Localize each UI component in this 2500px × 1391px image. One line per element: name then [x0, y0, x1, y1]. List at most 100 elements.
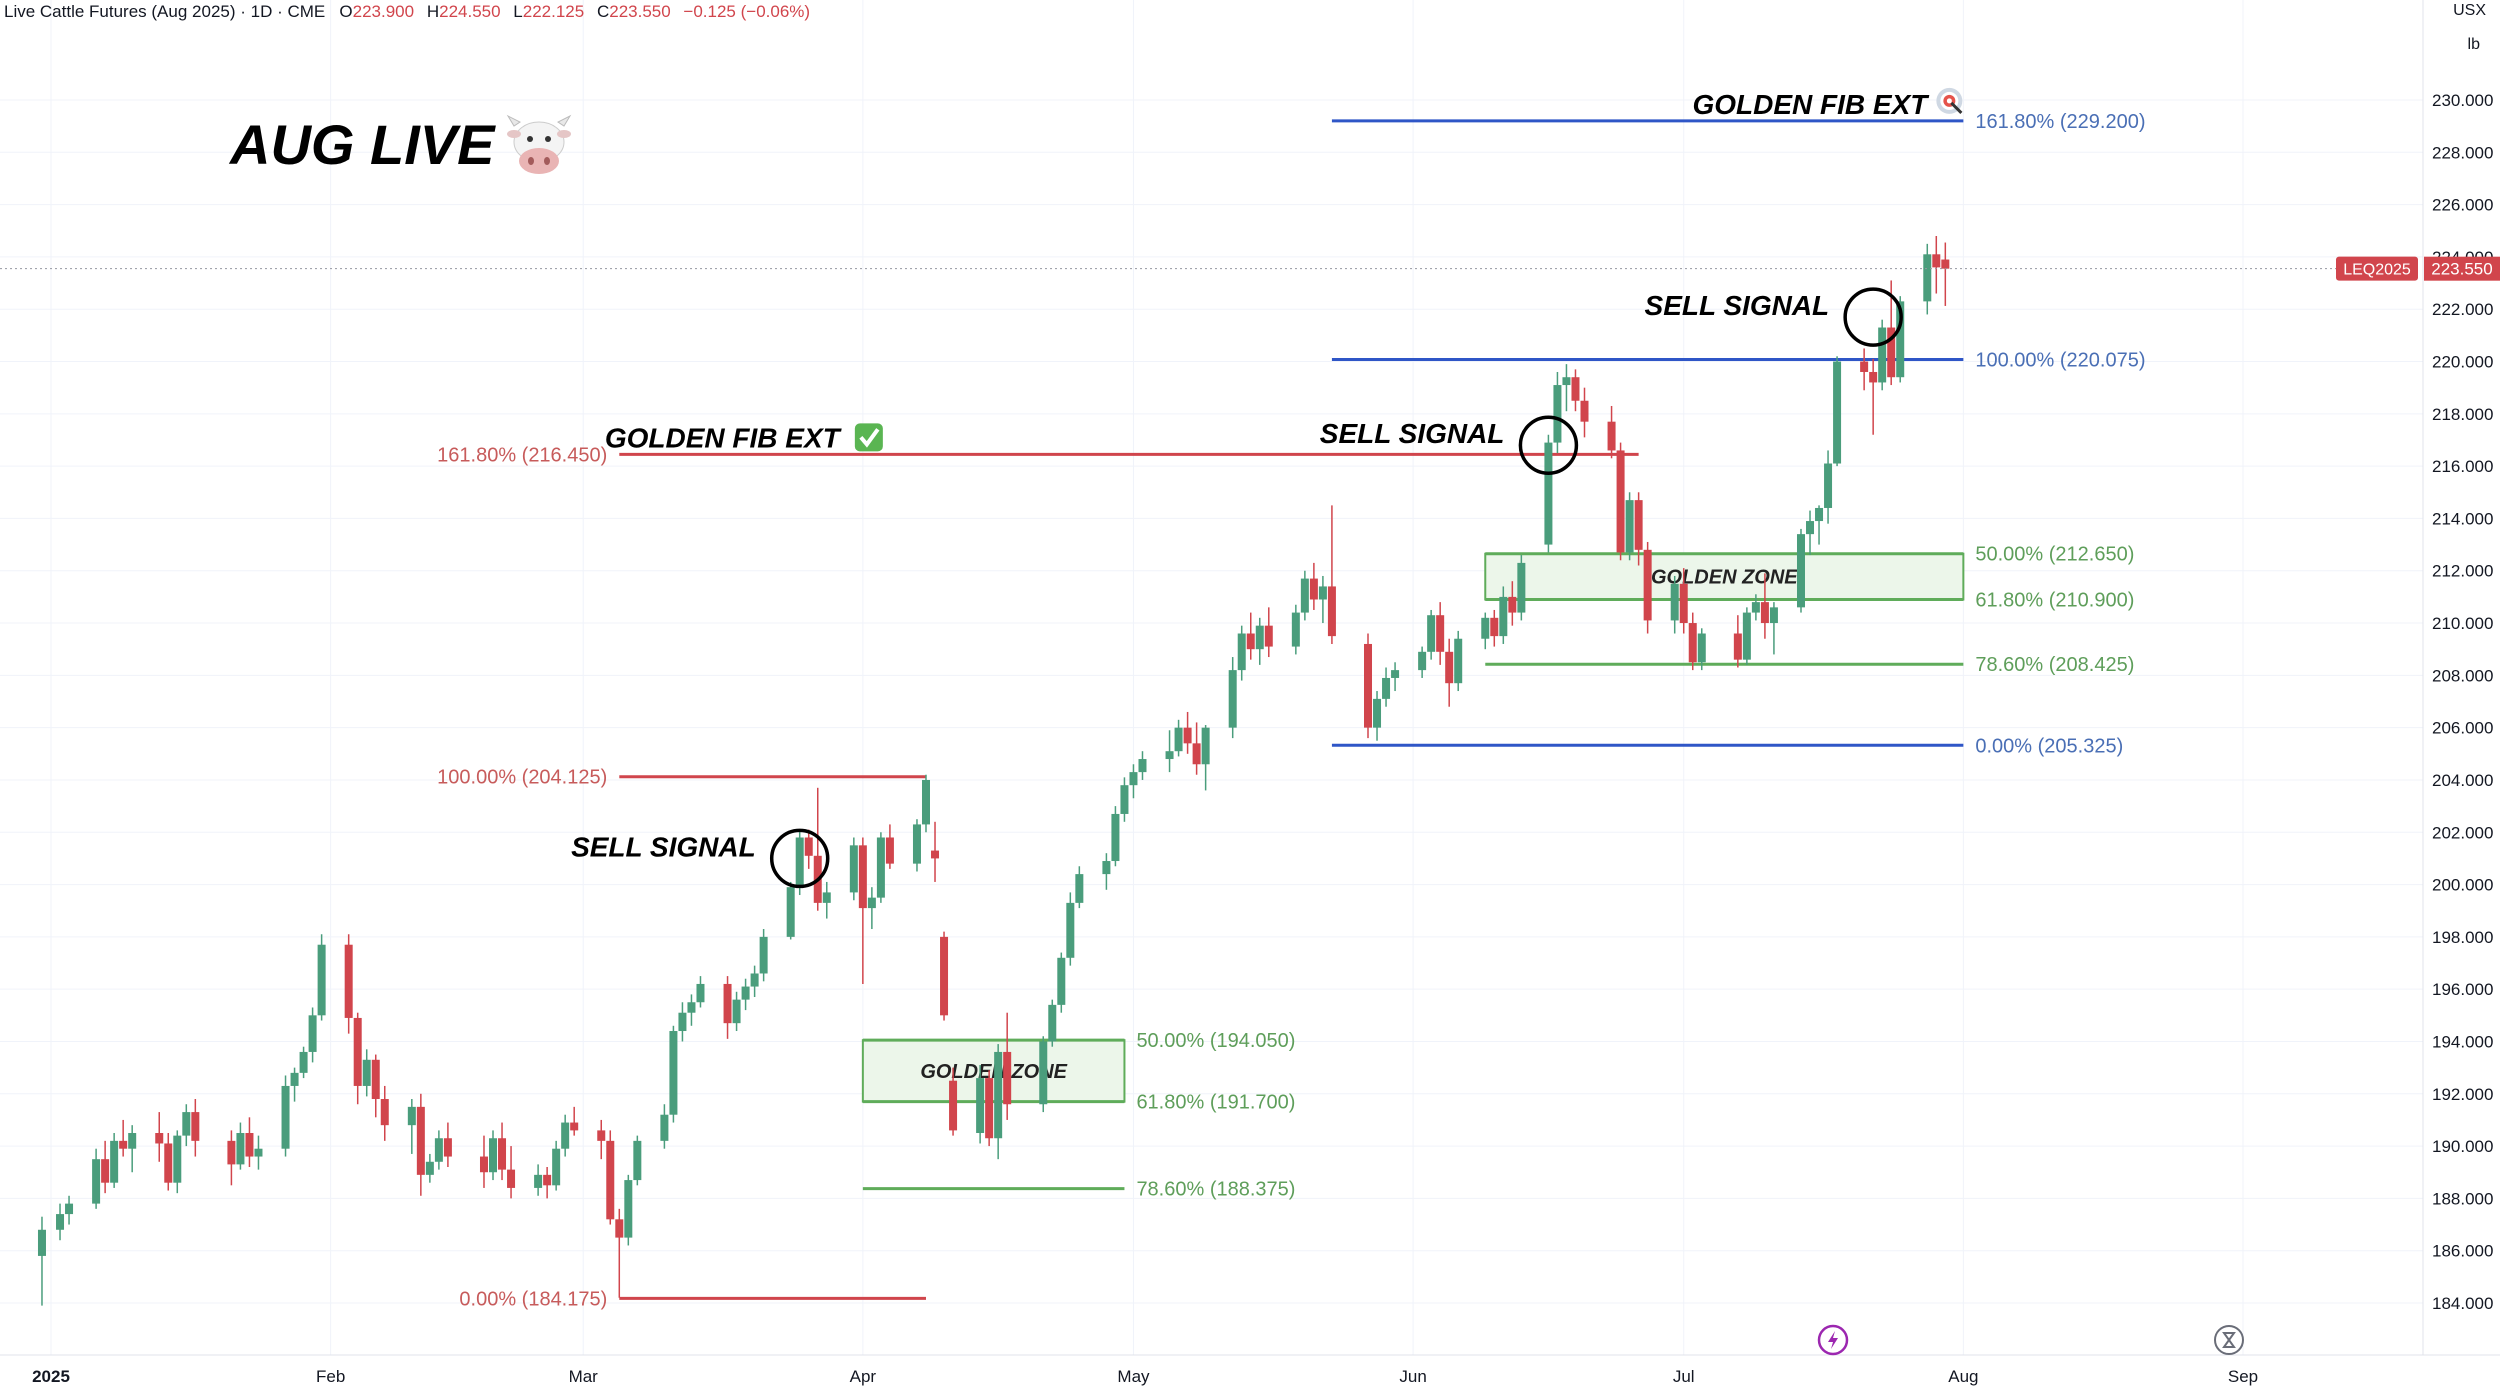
- candle-body: [615, 1219, 624, 1238]
- candle: [552, 1140, 561, 1191]
- candle: [1183, 711, 1192, 754]
- candle: [1760, 573, 1769, 639]
- candle-body: [1138, 759, 1147, 773]
- candle: [1806, 510, 1815, 556]
- candle: [1192, 722, 1201, 775]
- candle-body: [1201, 727, 1210, 765]
- instrument-title[interactable]: Live Cattle Futures (Aug 2025) · 1D · CM…: [4, 2, 326, 21]
- price-unit[interactable]: lb: [2467, 36, 2480, 53]
- candle: [750, 965, 759, 998]
- candle-body: [1860, 361, 1869, 372]
- time-tick-label: Mar: [569, 1367, 599, 1386]
- candle: [1454, 630, 1463, 692]
- candle: [795, 829, 804, 896]
- fib-red[interactable]: 0.00% (184.175) 100.00% (204.125): [437, 767, 926, 1311]
- candle: [822, 881, 831, 919]
- candle-body: [1300, 578, 1309, 613]
- lightning-icon[interactable]: [1817, 1324, 1849, 1356]
- candle: [912, 819, 921, 872]
- candle: [317, 934, 326, 1021]
- candle-body: [416, 1106, 425, 1175]
- price-tick-label: 198.000: [2432, 928, 2493, 947]
- golden-zone-fib[interactable]: GOLDEN ZONE 50.00% (194.050) 61.80% (191.7…: [861, 1030, 1296, 1201]
- candle: [1625, 492, 1634, 561]
- candle: [1923, 243, 1932, 315]
- candle-body: [227, 1140, 236, 1165]
- candle: [1075, 866, 1084, 909]
- candle-body: [786, 887, 795, 937]
- ticker-badge[interactable]: LEQ2025 223.550: [2336, 256, 2500, 281]
- candle: [597, 1119, 606, 1160]
- candle-body: [804, 837, 813, 856]
- candle-body: [1607, 421, 1616, 451]
- target-dart: [1950, 101, 1963, 114]
- price-axis[interactable]: 184.000 186.000 188.000 190.000 192.000 194.0…: [2432, 91, 2493, 1313]
- candle: [633, 1135, 642, 1186]
- price-tick-label: 220.000: [2432, 353, 2493, 372]
- open-value: 223.900: [352, 2, 415, 21]
- ticker-symbol: LEQ2025: [2343, 262, 2411, 279]
- candle: [65, 1195, 74, 1225]
- candle-body: [1174, 727, 1183, 752]
- candle-body: [759, 936, 768, 974]
- price-tick-label: 214.000: [2432, 509, 2493, 528]
- candle-body: [1102, 861, 1111, 875]
- price-tick-label: 196.000: [2432, 980, 2493, 999]
- candle: [1571, 369, 1580, 412]
- candle-body: [507, 1169, 516, 1188]
- price-tick-label: 192.000: [2432, 1085, 2493, 1104]
- candle: [1499, 586, 1508, 644]
- candle-body: [164, 1143, 173, 1183]
- price-tick-label: 186.000: [2432, 1242, 2493, 1261]
- time-tick-label: Sep: [2228, 1367, 2258, 1386]
- cow-icon: [506, 114, 572, 174]
- candle-body: [434, 1138, 443, 1162]
- fib-blue[interactable]: 0.00% (205.325) 100.00% (220.075) 161.80% …: [1331, 111, 2146, 757]
- candle: [813, 787, 822, 911]
- candle: [110, 1133, 119, 1188]
- candle-body: [443, 1138, 452, 1157]
- candle: [299, 1046, 308, 1079]
- candle-body: [1616, 450, 1625, 553]
- price-tick-label: 194.000: [2432, 1032, 2493, 1051]
- fib-levels[interactable]: 0.00% (184.175) 100.00% (204.125) 161.80% …: [437, 111, 2145, 1311]
- candle: [308, 1007, 317, 1063]
- candle-body: [1742, 612, 1751, 660]
- candle: [37, 1216, 46, 1306]
- price-tick-label: 206.000: [2432, 719, 2493, 738]
- candle: [507, 1146, 516, 1199]
- golden-fib-ext-annotation: GOLDEN FIB EXT: [1692, 87, 1963, 120]
- signal-circle: [769, 828, 830, 889]
- candle: [489, 1130, 498, 1181]
- fib-level-label: 61.80% (191.700): [1136, 1092, 1295, 1114]
- candle-body: [1634, 500, 1643, 550]
- price-tick-label: 188.000: [2432, 1189, 2493, 1208]
- candle: [1860, 348, 1869, 391]
- candle-body: [1499, 596, 1508, 637]
- candle-body: [1508, 596, 1517, 613]
- candle-body: [1625, 500, 1634, 553]
- candle-body: [489, 1138, 498, 1173]
- candle-body: [101, 1159, 110, 1183]
- time-axis[interactable]: 2025 Feb Mar Apr May Jun Jul Aug Sep: [32, 1367, 2258, 1386]
- candle-body: [1048, 1004, 1057, 1042]
- candle: [434, 1130, 443, 1170]
- ticker-price: 223.550: [2431, 260, 2492, 279]
- hourglass-icon[interactable]: [2214, 1325, 2244, 1355]
- candle: [1048, 999, 1057, 1047]
- candle-body: [1769, 607, 1778, 624]
- candle-body: [1391, 670, 1400, 678]
- candle: [416, 1093, 425, 1196]
- golden-zone-fib[interactable]: GOLDEN ZONE 50.00% (212.650) 61.80% (210.9…: [1484, 544, 2134, 676]
- candle: [931, 821, 940, 882]
- candle-body: [407, 1106, 416, 1126]
- candle-body: [633, 1140, 642, 1181]
- candle: [1679, 568, 1688, 634]
- close-label: C: [596, 2, 610, 21]
- candle-body: [1941, 259, 1950, 269]
- fib-red[interactable]: 161.80% (216.450): [437, 444, 1639, 466]
- candle: [1318, 575, 1327, 624]
- currency-unit[interactable]: USX: [2453, 2, 2486, 19]
- candle-body: [1327, 586, 1336, 637]
